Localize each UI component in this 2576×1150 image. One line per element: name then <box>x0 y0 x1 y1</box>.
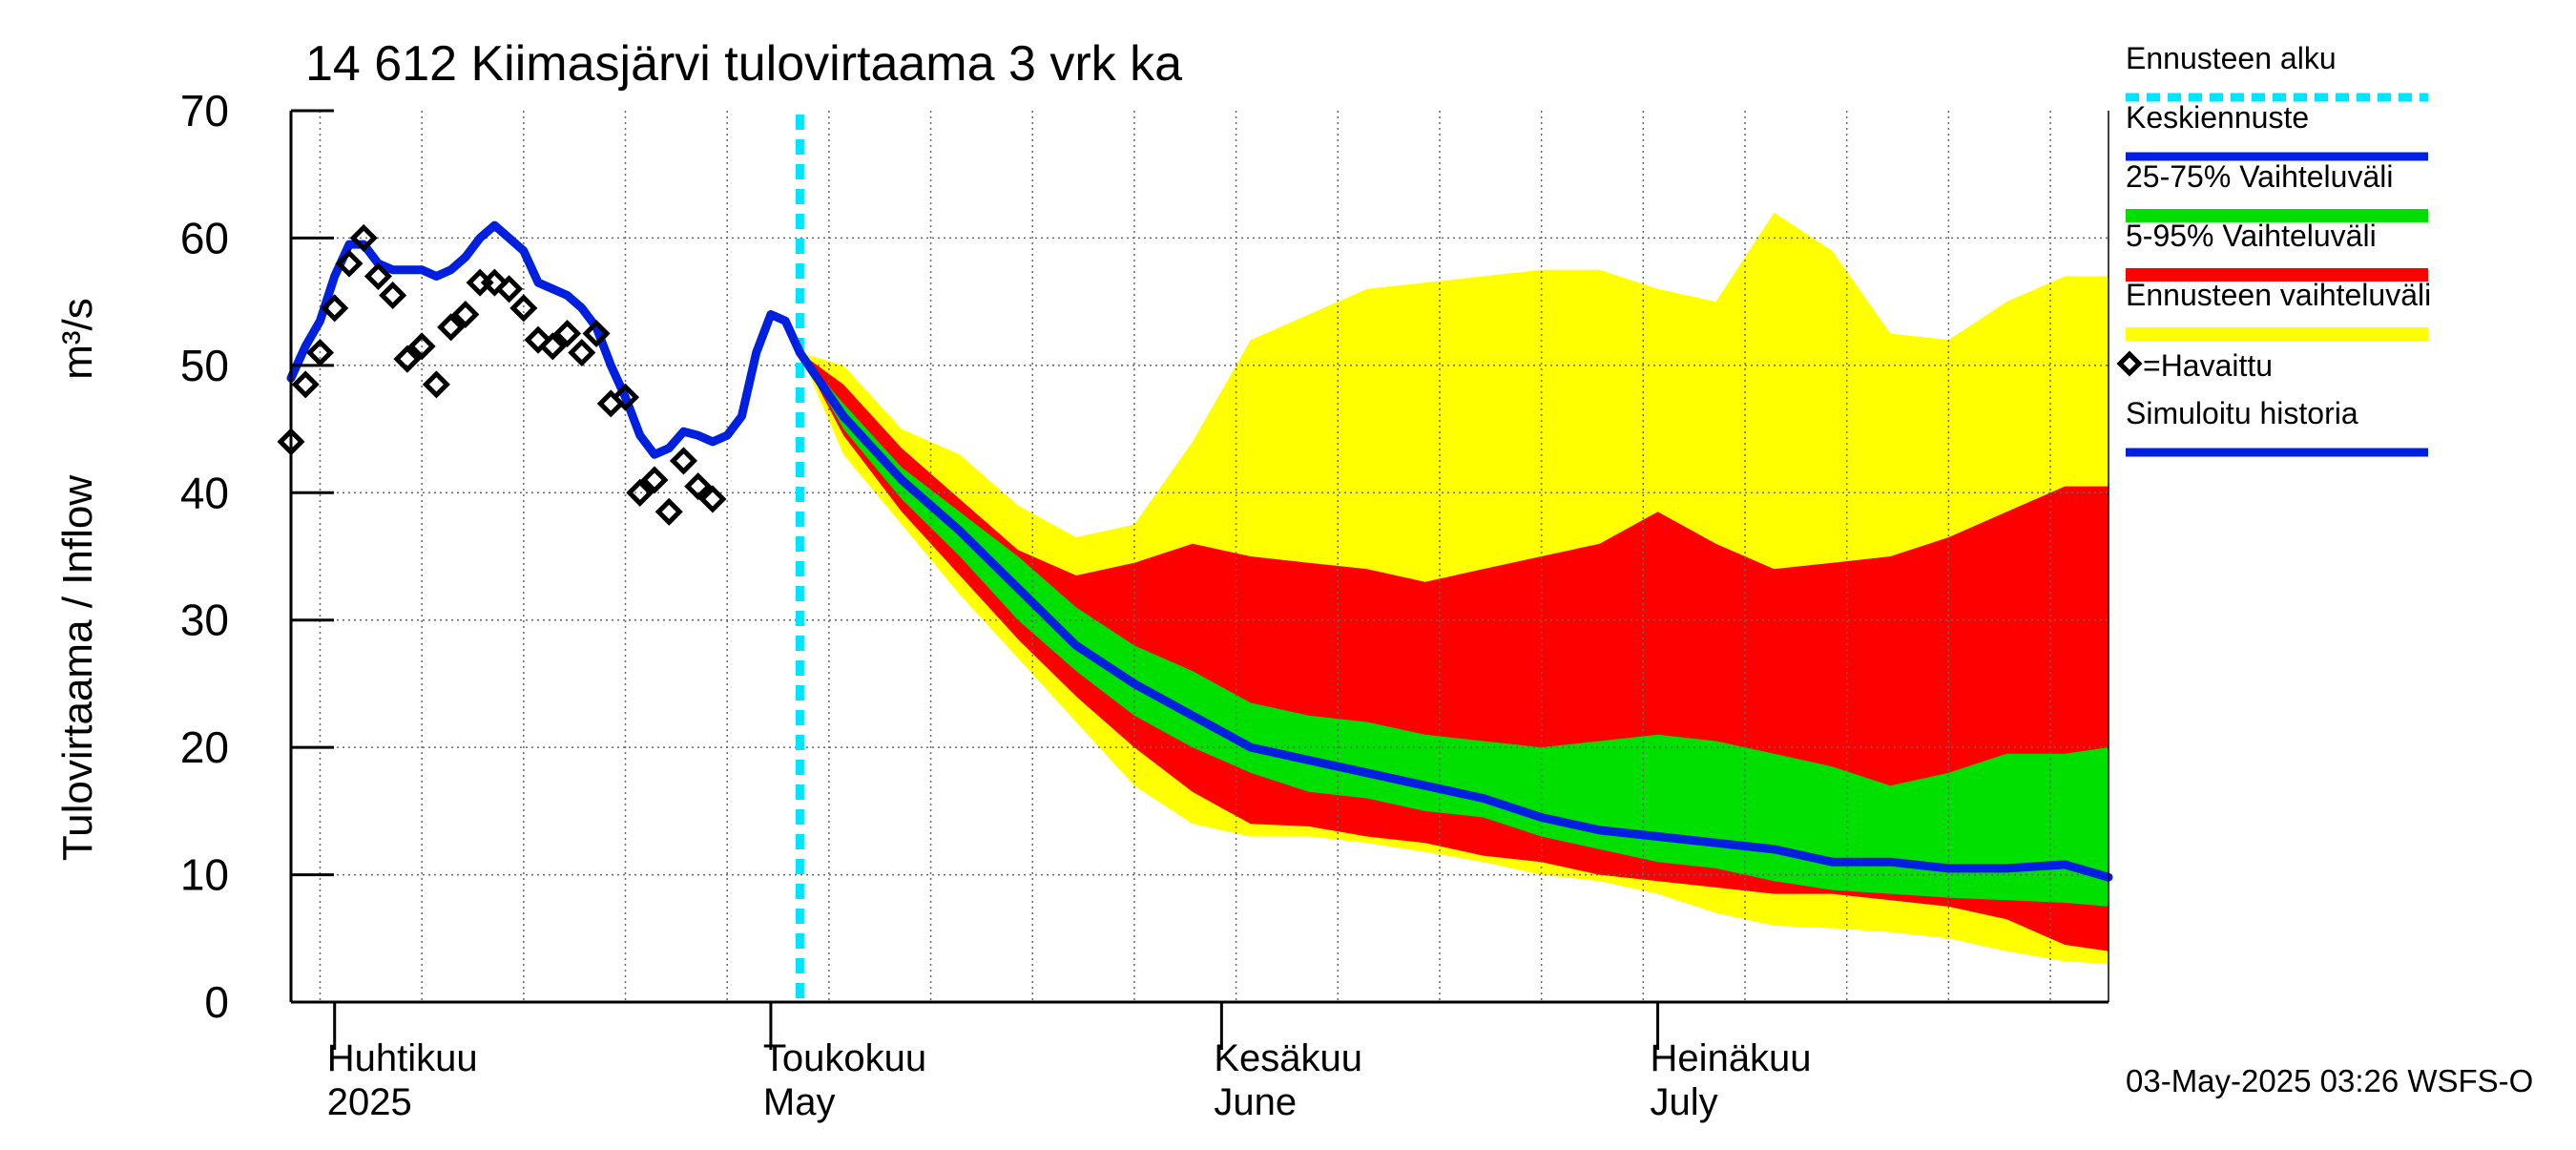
observed-point <box>379 281 407 310</box>
observed-point <box>480 268 509 297</box>
observed-point <box>321 294 349 323</box>
legend: Ennusteen alku Keskiennuste 25-75% Vaihtel… <box>2116 41 2431 457</box>
month-label-fi: Kesäkuu <box>1214 1037 1362 1079</box>
simulated-history-line <box>286 220 804 459</box>
y-tick-label: 70 <box>180 86 229 136</box>
y-tick-label: 50 <box>180 341 229 390</box>
observed-point <box>524 325 552 354</box>
forecast-bands <box>800 212 2109 964</box>
observed-point <box>509 294 538 323</box>
y-tick-label: 0 <box>204 977 229 1027</box>
observed-point <box>407 332 436 361</box>
observed-point <box>305 338 335 367</box>
y-axis-labels: 0 10 20 30 40 50 60 70 <box>180 86 229 1027</box>
median-forecast-line <box>795 348 2113 882</box>
y-axis-unit: m³/s <box>54 298 101 380</box>
legend-label: Ennusteen vaihteluväli <box>2126 278 2431 312</box>
observed-point <box>582 319 611 348</box>
observed-point <box>422 370 450 399</box>
observed-point <box>437 313 466 342</box>
observed-point <box>640 466 669 494</box>
observed-point <box>684 472 713 501</box>
chart-title: 14 612 Kiimasjärvi tulovirtaama 3 vrk ka <box>305 36 1182 92</box>
legend-label: Keskiennuste <box>2126 100 2309 135</box>
month-label-en: July <box>1651 1081 1718 1123</box>
y-tick-label: 40 <box>180 468 229 517</box>
series-lines <box>286 115 2113 1002</box>
observed-point <box>335 249 364 278</box>
observed-point <box>364 261 392 290</box>
legend-label: 25-75% Vaihteluväli <box>2126 159 2393 194</box>
legend-marker <box>2116 350 2143 377</box>
y-axis-title: Tulovirtaama / Inflow <box>54 475 101 862</box>
observed-point <box>451 300 480 329</box>
month-label-en: 2025 <box>327 1081 412 1123</box>
legend-label: Simuloitu historia <box>2126 396 2358 430</box>
observed-point <box>349 223 378 252</box>
month-label-fi: Toukokuu <box>763 1037 926 1079</box>
observed-point <box>669 447 698 475</box>
legend-label: =Havaittu <box>2143 348 2273 383</box>
month-label-fi: Heinäkuu <box>1651 1037 1812 1079</box>
observed-point <box>291 370 320 399</box>
observed-point <box>611 383 640 411</box>
y-tick-label: 20 <box>180 722 229 772</box>
y-tick-label: 30 <box>180 596 229 645</box>
legend-label: Ennusteen alku <box>2126 41 2337 75</box>
observed-markers <box>277 223 727 526</box>
y-tick-label: 60 <box>180 213 229 262</box>
observed-point <box>495 275 524 303</box>
axes <box>289 109 2109 1050</box>
observed-point <box>698 485 727 513</box>
observed-point <box>568 338 596 367</box>
observed-point <box>553 319 582 348</box>
month-label-en: June <box>1214 1081 1297 1123</box>
timestamp-label: 03-May-2025 03:26 WSFS-O <box>2126 1063 2533 1098</box>
month-label-fi: Huhtikuu <box>327 1037 478 1079</box>
observed-point <box>538 332 567 361</box>
p25-75-band <box>800 352 2109 907</box>
observed-point <box>626 478 654 507</box>
legend-label: 5-95% Vaihteluväli <box>2126 219 2377 253</box>
month-label-en: May <box>763 1081 836 1123</box>
observed-point <box>393 345 422 373</box>
y-tick-label: 10 <box>180 850 229 900</box>
observed-point <box>654 497 683 526</box>
